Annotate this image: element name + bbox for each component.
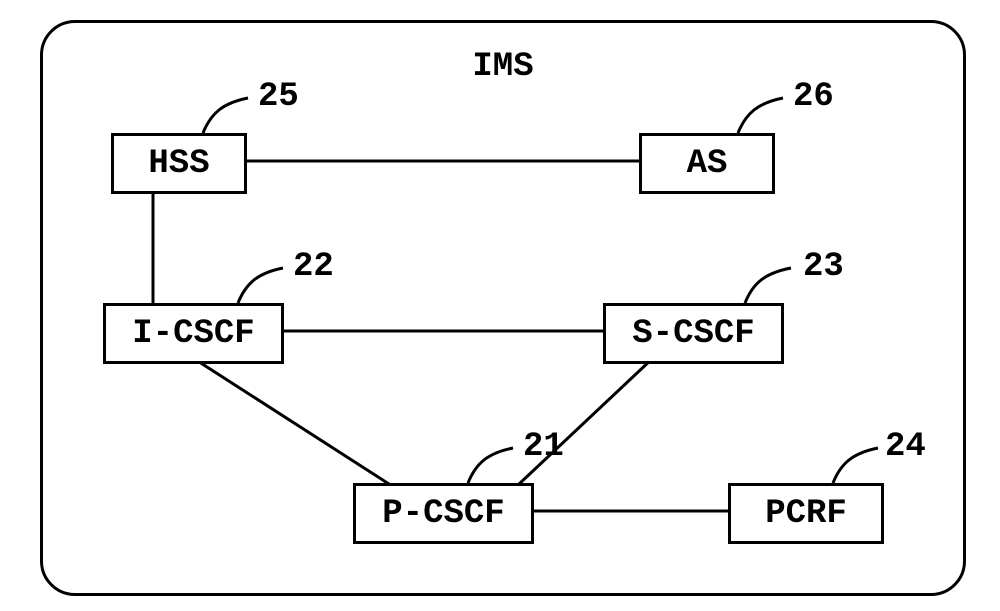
callout-label-pcrf: 24 xyxy=(885,428,926,466)
node-pcrf: PCRF xyxy=(728,483,884,544)
callout-label-scscf: 23 xyxy=(803,248,844,286)
node-hss: HSS xyxy=(111,133,247,194)
callout-label-hss: 25 xyxy=(258,78,299,116)
node-hss-label: HSS xyxy=(148,145,209,183)
diagram-frame: IMS HSS AS I-CSCF S-CSCF P-CSCF PCRF 25 … xyxy=(40,20,966,596)
node-pcscf-label: P-CSCF xyxy=(382,495,504,533)
node-scscf-label: S-CSCF xyxy=(632,315,754,353)
node-as: AS xyxy=(639,133,775,194)
callout-label-pcscf: 21 xyxy=(523,428,564,466)
node-pcscf: P-CSCF xyxy=(353,483,534,544)
callout-label-as: 26 xyxy=(793,78,834,116)
node-as-label: AS xyxy=(687,145,728,183)
node-pcrf-label: PCRF xyxy=(765,495,847,533)
node-scscf: S-CSCF xyxy=(603,303,784,364)
callout-label-icscf: 22 xyxy=(293,248,334,286)
node-icscf: I-CSCF xyxy=(103,303,284,364)
node-icscf-label: I-CSCF xyxy=(132,315,254,353)
